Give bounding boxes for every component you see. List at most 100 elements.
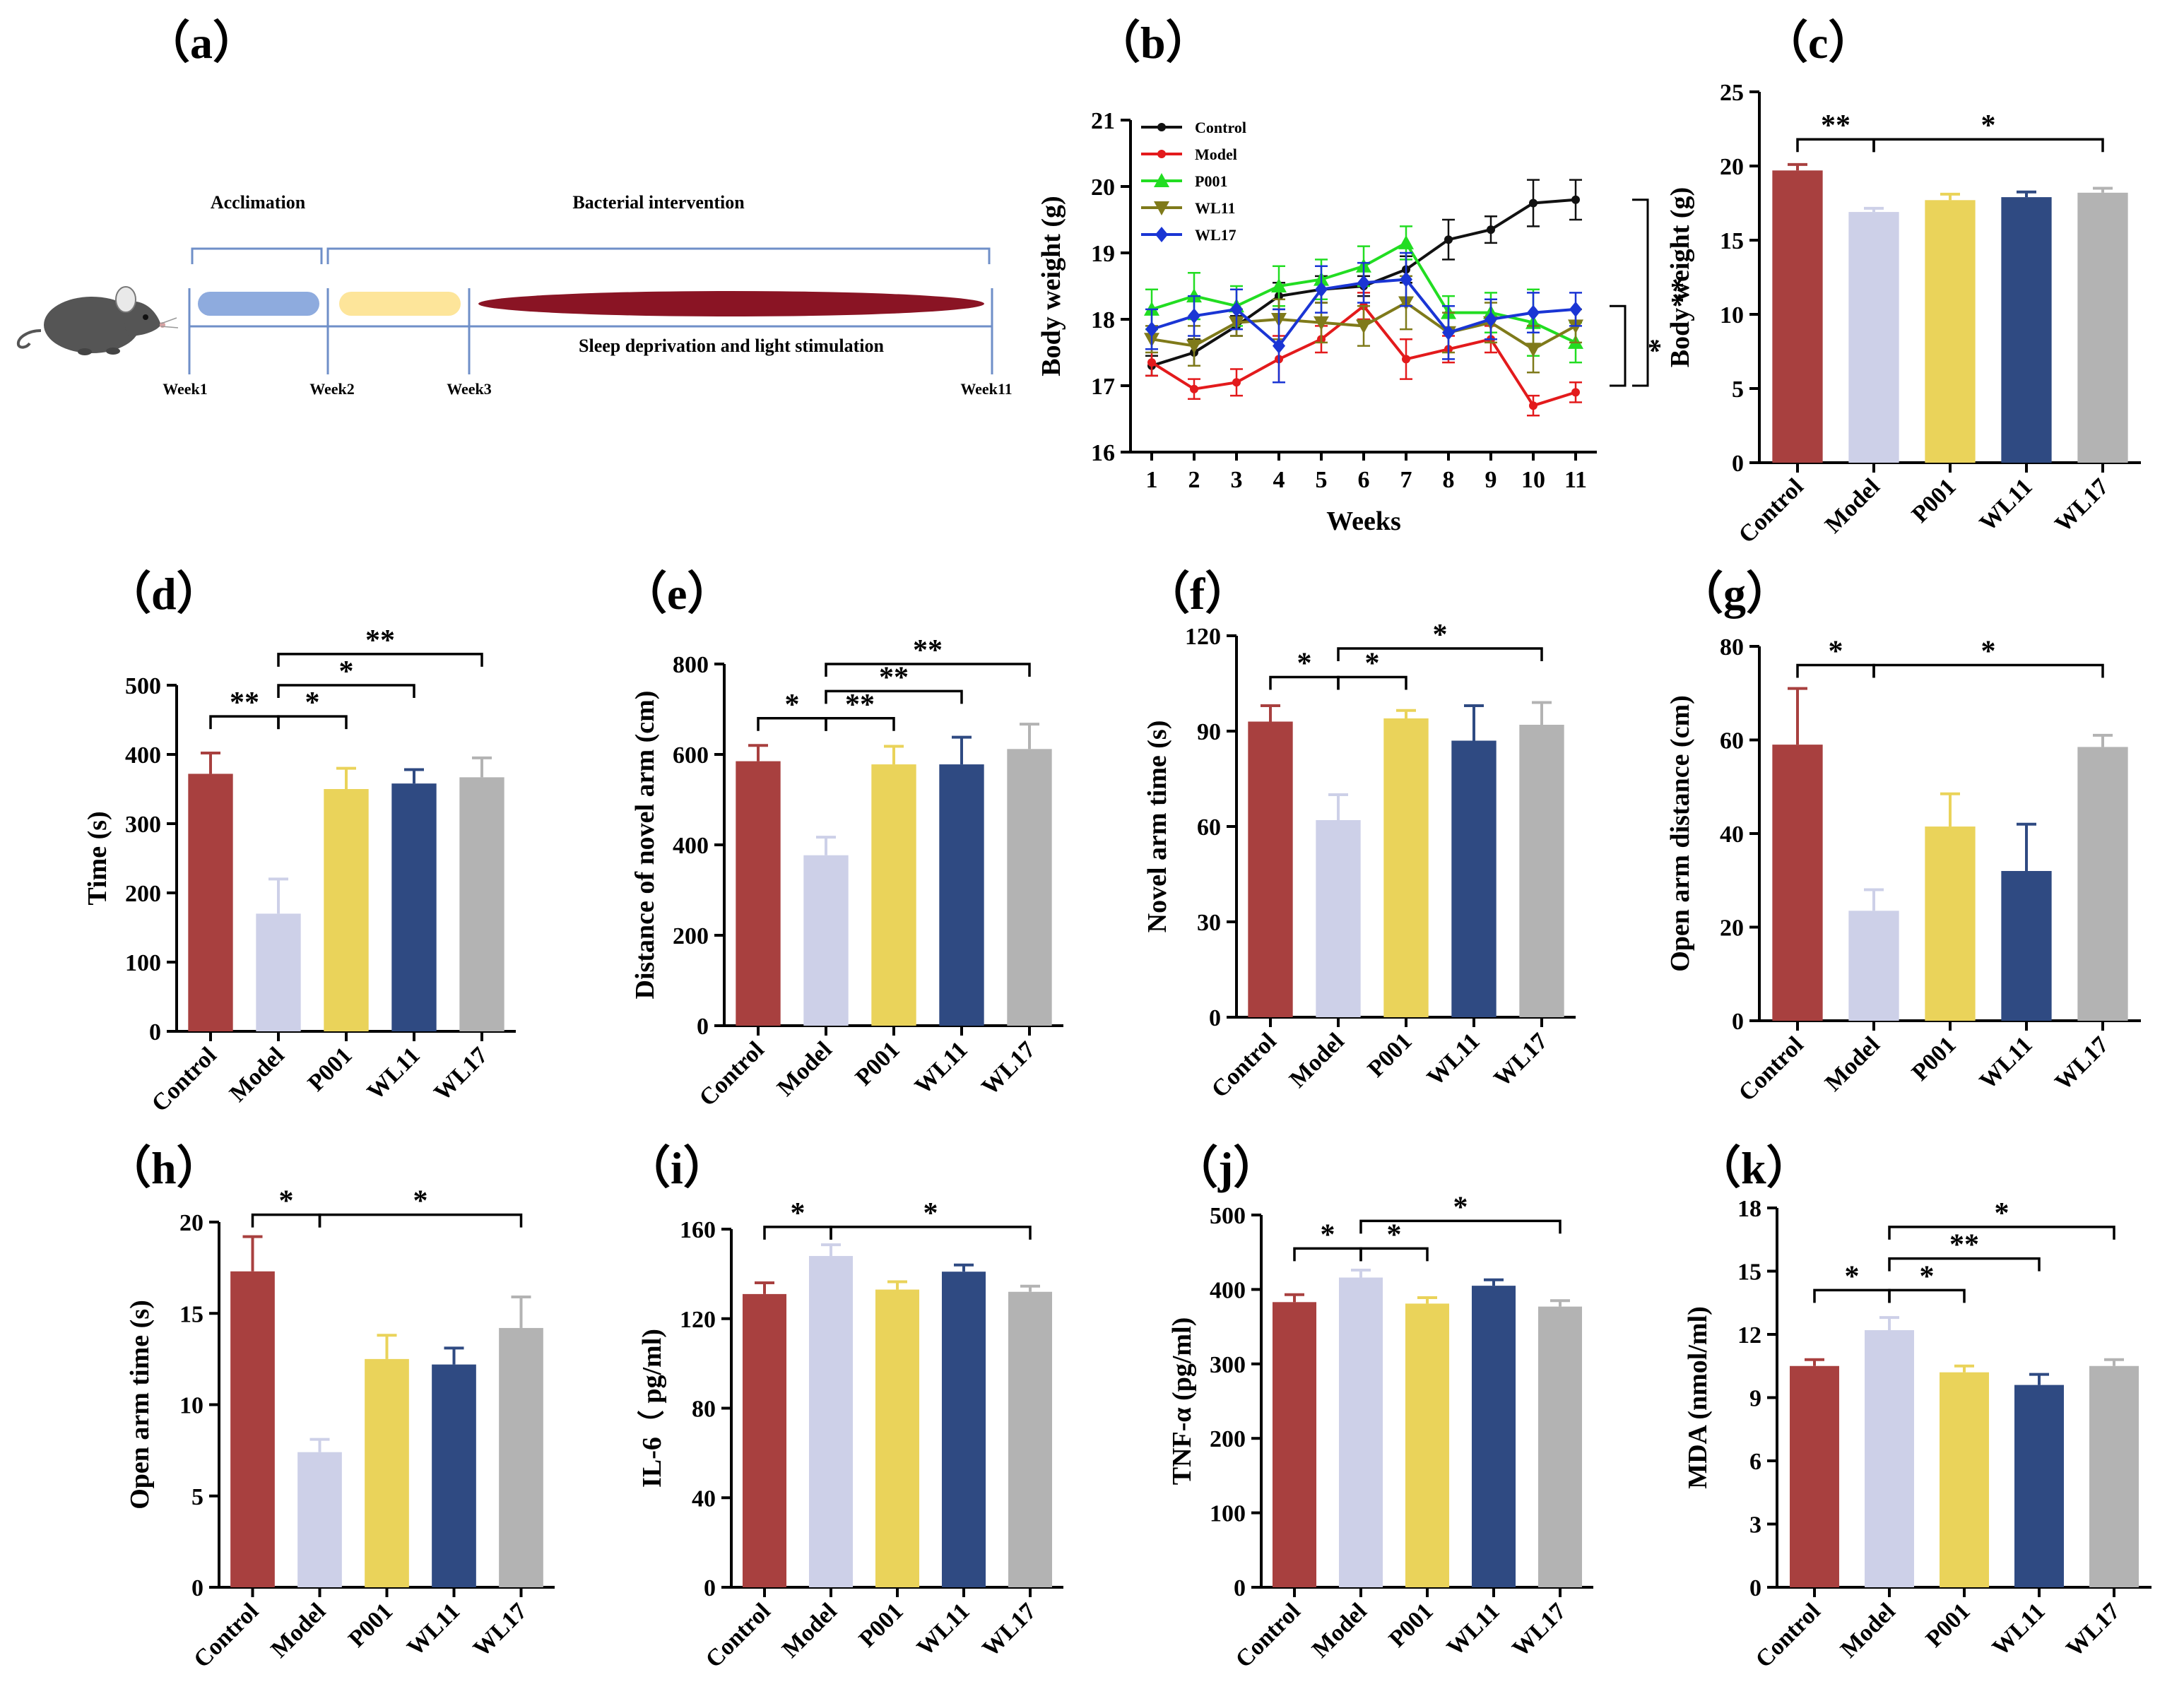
legend: Control Model P001 WL11 WL17	[1141, 119, 1246, 244]
bar-p001	[871, 764, 916, 1026]
x-tick-label: WL11	[362, 1042, 425, 1105]
intervention-bracket	[326, 247, 991, 264]
x-tick-label: P001	[1363, 1028, 1417, 1082]
y-tick-label: 400	[1210, 1277, 1246, 1303]
y-tick-label: 20	[1091, 174, 1115, 201]
significance-bracket	[1337, 675, 1407, 690]
y-tick-label: 0	[1234, 1575, 1246, 1601]
bar-p001	[1925, 826, 1976, 1021]
week-label: Week2	[309, 380, 355, 398]
y-tick-label: 25	[1720, 80, 1744, 106]
y-tick-label: 0	[1209, 1005, 1221, 1031]
x-tick-label: 3	[1231, 467, 1243, 493]
x-tick-label: P001	[851, 1036, 905, 1091]
y-tick-label: 200	[673, 923, 709, 949]
y-tick-label: 60	[1720, 728, 1744, 754]
x-tick-label: Model	[1820, 473, 1885, 538]
bar-p001	[1925, 200, 1976, 463]
significance-label: *	[1920, 1260, 1935, 1293]
x-tick-label: WL11	[402, 1598, 465, 1661]
bar-control	[1272, 1302, 1317, 1587]
x-tick-label: WL17	[976, 1036, 1040, 1100]
y-tick-label: 0	[1732, 1009, 1744, 1035]
bar-wl11	[2001, 871, 2052, 1021]
x-tick-label: 1	[1146, 467, 1158, 493]
significance-label: *	[785, 689, 800, 721]
y-tick-label: 15	[179, 1301, 203, 1327]
significance-bracket	[1632, 198, 1649, 387]
panel-j: （j） 0 100 200 300 400 500 TNF-α (pg/ml) Control M…	[1167, 1143, 1593, 1673]
bar-p001	[1405, 1303, 1450, 1587]
y-axis-title: Novel arm time (s)	[1143, 721, 1172, 933]
y-axis-title: IL-6（ pg/ml)	[637, 1329, 667, 1488]
panel-letter-i: （i）	[625, 1143, 728, 1193]
x-tick-label: WL17	[1489, 1028, 1552, 1091]
bar-control	[736, 761, 781, 1026]
bar-wl17	[1008, 1291, 1053, 1587]
panel-a-timeline: （a） Acclimation Bacterial intervention S…	[16, 18, 1013, 398]
y-tick-label: 100	[1210, 1501, 1246, 1527]
significance-label: *	[1297, 648, 1312, 680]
significance-bracket	[1610, 304, 1627, 387]
data-point	[1529, 198, 1537, 208]
x-tick-label: WL17	[429, 1042, 492, 1106]
significance-label: **	[913, 634, 943, 667]
y-tick-label: 12	[1737, 1322, 1761, 1349]
x-tick-label: Control	[1734, 473, 1809, 548]
y-tick-label: 80	[692, 1397, 716, 1423]
y-axis-title: Time (s)	[83, 811, 112, 905]
y-tick-label: 500	[1210, 1203, 1246, 1229]
significance-label: *	[413, 1185, 428, 1218]
y-tick-label: 160	[680, 1217, 716, 1243]
bar-control	[230, 1271, 275, 1587]
x-tick-label: WL11	[1975, 473, 2038, 536]
y-tick-label: 6	[1749, 1449, 1761, 1475]
bar-model	[808, 1256, 854, 1587]
intervention-label: Bacterial intervention	[572, 192, 745, 213]
significance-bracket	[277, 653, 483, 667]
y-tick-label: 19	[1091, 241, 1115, 267]
y-tick-label: 0	[697, 1014, 709, 1040]
x-tick-label: P001	[1921, 1598, 1976, 1652]
y-axis-title: Open arm time (s)	[125, 1300, 155, 1510]
x-tick-label: Control	[1751, 1598, 1826, 1673]
y-tick-label: 400	[125, 742, 161, 769]
y-axis-title: Distance of novel arm (cm)	[630, 691, 660, 1000]
data-point	[1571, 388, 1580, 397]
x-tick-label: 2	[1188, 467, 1200, 493]
significance-label: **	[365, 624, 395, 657]
significance-bracket	[825, 663, 1031, 677]
data-point	[1487, 225, 1495, 235]
significance-label: *	[1387, 1219, 1402, 1251]
significance-label: *	[1634, 338, 1666, 353]
panel-letter-b: （b）	[1095, 18, 1211, 68]
bar-wl11	[939, 764, 984, 1026]
data-point	[1314, 316, 1329, 331]
panel-d: （d） 0 100 200 300 400 500 Time (s) Control Model P…	[83, 569, 516, 1117]
data-point	[1188, 308, 1200, 324]
legend-label: Control	[1195, 119, 1246, 136]
x-tick-label: WL17	[977, 1598, 1041, 1661]
bar-wl17	[2089, 1365, 2139, 1587]
x-tick-label: WL11	[912, 1598, 975, 1661]
significance-label: *	[1829, 636, 1843, 668]
y-tick-label: 30	[1197, 910, 1221, 936]
bar-model	[1848, 911, 1899, 1021]
x-tick-label: Model	[1285, 1028, 1350, 1093]
bar-control	[742, 1293, 787, 1587]
bar-model	[297, 1452, 342, 1587]
data-point	[1147, 358, 1156, 367]
data-point	[1271, 278, 1287, 292]
y-tick-label: 200	[1210, 1426, 1246, 1452]
legend-marker	[1157, 123, 1166, 131]
bar-wl11	[2001, 197, 2052, 463]
y-tick-label: 40	[692, 1486, 716, 1512]
significance-label: *	[339, 656, 354, 688]
acclimation-label: Acclimation	[211, 192, 306, 213]
week-label: Week1	[163, 380, 208, 398]
y-tick-label: 0	[191, 1575, 203, 1601]
x-tick-label: P001	[303, 1042, 358, 1096]
bar-wl17	[1519, 725, 1564, 1017]
panel-letter-e: （e）	[622, 569, 732, 619]
y-tick-label: 9	[1749, 1386, 1761, 1412]
